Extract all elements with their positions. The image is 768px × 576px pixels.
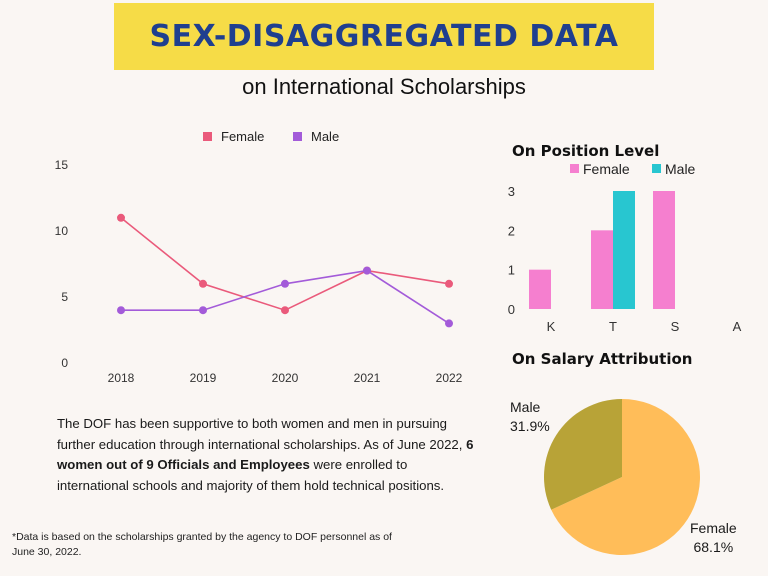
bar-female-k — [529, 269, 551, 309]
y-tick-label: 10 — [55, 224, 69, 238]
footnote: *Data is based on the scholarships grant… — [12, 531, 392, 558]
pie-label-male-name: Male — [510, 399, 541, 415]
data-point-male — [199, 306, 207, 315]
bar-x-tick-label: A — [733, 319, 742, 334]
bar-legend-swatch-female — [570, 164, 579, 173]
page-subtitle: on International Scholarships — [242, 74, 526, 99]
legend-label-male: Male — [311, 129, 339, 144]
summary-paragraph: The DOF has been supportive to both wome… — [57, 414, 477, 496]
pie-chart-title: On Salary Attribution — [512, 350, 693, 368]
bar-legend-label-male: Male — [665, 161, 696, 177]
data-point-female — [445, 279, 453, 288]
data-point-male — [281, 279, 289, 288]
pie-label-female-name: Female — [690, 520, 737, 536]
bar-legend-swatch-male — [652, 164, 661, 173]
bar-male-t — [613, 191, 635, 309]
x-tick-label: 2021 — [354, 371, 381, 385]
pie-label-female: Female 68.1% — [690, 519, 737, 557]
bar-chart-title: On Position Level — [512, 142, 660, 160]
legend-swatch-female — [203, 132, 212, 141]
bar-female-t — [591, 230, 613, 309]
x-tick-label: 2022 — [436, 371, 463, 385]
pie-slice-female — [551, 399, 700, 555]
bar-y-tick-label: 0 — [508, 302, 515, 317]
legend-label-female: Female — [221, 129, 264, 144]
summary-text-1: The DOF has been supportive to both wome… — [57, 416, 467, 452]
summary-text-2: were enrolled to international schools a… — [57, 457, 445, 493]
bar-female-s — [653, 191, 675, 309]
bar-legend-label-female: Female — [583, 161, 630, 177]
bar-y-tick-label: 2 — [508, 223, 515, 238]
data-point-male — [117, 306, 125, 315]
data-point-female — [117, 213, 125, 222]
bar-x-tick-label: T — [609, 319, 617, 334]
y-tick-label: 5 — [61, 290, 68, 304]
bar-x-tick-label: S — [671, 319, 680, 334]
data-point-male — [445, 319, 453, 328]
data-point-female — [199, 279, 207, 288]
summary-highlight: 6 women out of 9 Officials and Employees — [57, 436, 474, 473]
x-tick-label: 2020 — [272, 371, 299, 385]
y-tick-label: 15 — [55, 158, 69, 172]
data-point-female — [281, 306, 289, 315]
pie-slice-male — [543, 399, 622, 510]
x-tick-label: 2019 — [190, 371, 217, 385]
pie-label-male: Male 31.9% — [510, 398, 550, 436]
y-tick-label: 0 — [61, 356, 68, 370]
bar-y-tick-label: 1 — [508, 263, 515, 278]
page-title: SEX-DISAGGREGATED DATA — [149, 19, 619, 54]
pie-label-male-value: 31.9% — [510, 418, 550, 434]
x-tick-label: 2018 — [108, 371, 135, 385]
pie-label-female-value: 68.1% — [693, 539, 734, 555]
legend-swatch-male — [293, 132, 302, 141]
bar-x-tick-label: K — [547, 319, 556, 334]
data-point-male — [363, 266, 371, 275]
title-banner: SEX-DISAGGREGATED DATA — [114, 3, 654, 70]
bar-y-tick-label: 3 — [508, 184, 515, 199]
